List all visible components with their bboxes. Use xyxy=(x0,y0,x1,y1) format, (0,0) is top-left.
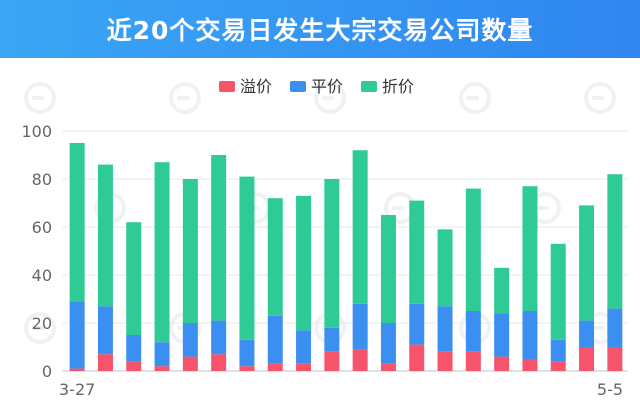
bar-segment xyxy=(437,306,453,352)
watermark-logo-icon xyxy=(169,82,201,114)
watermark-logo-icon xyxy=(584,82,616,114)
watermark-logo-icon xyxy=(24,312,56,344)
bar-segment xyxy=(296,363,312,371)
bar-segment xyxy=(465,188,481,311)
y-tick-label: 40 xyxy=(32,266,52,285)
watermark-logo-icon xyxy=(24,82,56,114)
legend: 溢价 平价 折价 xyxy=(219,77,414,96)
bar-segment xyxy=(324,327,340,352)
y-tick-label: 20 xyxy=(32,314,52,333)
gridlines xyxy=(62,130,628,372)
bar-segment xyxy=(324,179,340,328)
bar-segment xyxy=(380,323,396,364)
bar-segment xyxy=(522,186,538,311)
y-tick-label: 100 xyxy=(21,122,52,141)
bar-segment xyxy=(182,356,198,371)
bar-segment xyxy=(239,339,255,367)
bar-segment xyxy=(380,363,396,371)
bar-segment xyxy=(607,174,623,309)
bar-segment xyxy=(154,162,170,343)
bars xyxy=(69,143,623,371)
bar-segment xyxy=(154,342,170,367)
legend-swatch xyxy=(219,81,235,92)
bar-segment xyxy=(211,320,227,355)
bar-segment xyxy=(211,155,227,321)
watermark-logo-icon xyxy=(459,82,491,114)
bar-segment xyxy=(296,195,312,331)
bar-segment xyxy=(522,311,538,359)
bar-segment xyxy=(267,363,283,371)
chart-area: 溢价 平价 折价 0 20 40 60 80 100 3-27 5-5 xyxy=(0,58,640,417)
bar-segment xyxy=(126,361,142,371)
bar-segment xyxy=(465,351,481,371)
bar-segment xyxy=(579,205,595,321)
legend-swatch xyxy=(290,81,306,92)
bar-segment xyxy=(380,215,396,323)
bar-segment xyxy=(352,349,368,371)
bar-segment xyxy=(550,339,566,362)
bar-segment xyxy=(126,335,142,362)
bar-segment xyxy=(239,176,255,340)
watermark-logo-icon xyxy=(314,82,346,114)
bar-segment xyxy=(409,303,425,345)
bar-segment xyxy=(267,198,283,316)
bar-segment xyxy=(97,354,113,371)
y-tick-label: 0 xyxy=(42,362,52,381)
bar-segment xyxy=(607,308,623,347)
chart-title: 近20个交易日发生大宗交易公司数量 xyxy=(106,16,534,45)
bar-segment xyxy=(154,366,170,371)
bar-segment xyxy=(69,143,85,302)
bar-segment xyxy=(409,200,425,304)
bar-segment xyxy=(211,354,227,371)
bar-segment xyxy=(550,243,566,340)
bar-segment xyxy=(182,179,198,323)
stacked-bar-chart: 溢价 平价 折价 0 20 40 60 80 100 3-27 5-5 xyxy=(21,77,628,399)
bar-segment xyxy=(607,347,623,371)
bar-segment xyxy=(97,164,113,307)
bar-segment xyxy=(97,306,113,355)
bar-segment xyxy=(579,347,595,371)
bar-segment xyxy=(409,344,425,371)
axis-labels: 0 20 40 60 80 100 3-27 5-5 xyxy=(21,122,623,399)
bar-segment xyxy=(126,222,142,335)
bar-segment xyxy=(267,315,283,364)
bar-segment xyxy=(494,356,510,371)
bar-segment xyxy=(352,150,368,304)
chart-header: 近20个交易日发生大宗交易公司数量 xyxy=(0,0,640,58)
bar-segment xyxy=(239,366,255,371)
bar-segment xyxy=(522,359,538,371)
bar-segment xyxy=(296,330,312,364)
bar-segment xyxy=(437,229,453,307)
legend-label: 折价 xyxy=(382,77,414,96)
legend-label: 溢价 xyxy=(240,77,272,96)
bar-segment xyxy=(437,351,453,371)
x-tick-label: 3-27 xyxy=(59,380,95,399)
y-tick-label: 80 xyxy=(32,170,52,189)
legend-swatch xyxy=(361,81,377,92)
bar-segment xyxy=(69,301,85,369)
bar-segment xyxy=(579,320,595,347)
bar-segment xyxy=(494,267,510,314)
x-tick-label: 5-5 xyxy=(597,380,623,399)
legend-label: 平价 xyxy=(311,77,343,96)
bar-segment xyxy=(69,368,85,371)
bar-segment xyxy=(550,361,566,371)
bar-segment xyxy=(494,313,510,357)
bar-segment xyxy=(182,323,198,357)
bar-segment xyxy=(465,311,481,352)
bar-segment xyxy=(352,303,368,350)
y-tick-label: 60 xyxy=(32,218,52,237)
bar-segment xyxy=(324,351,340,371)
